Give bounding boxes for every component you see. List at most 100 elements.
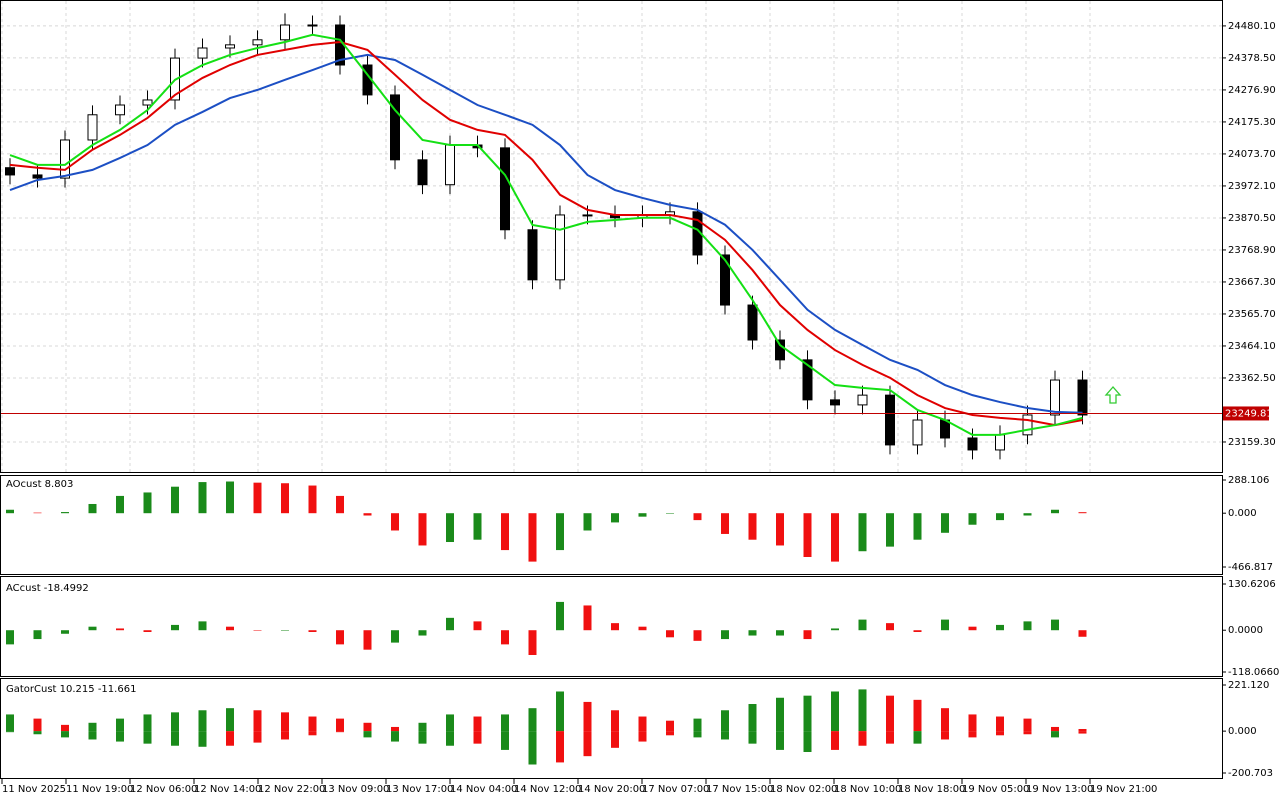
- y-tick-label: 288.106: [1228, 475, 1269, 486]
- gator-bar: [611, 731, 619, 748]
- candle-body: [1050, 379, 1060, 416]
- last-price-box: [1223, 406, 1269, 421]
- histogram-bar: [116, 495, 124, 514]
- histogram-bar: [666, 513, 674, 514]
- y-tick-label: 23464.10: [1228, 341, 1276, 352]
- candle-body: [500, 147, 510, 231]
- gator-bar: [638, 731, 647, 742]
- y-tick-label: 0.0000: [1228, 625, 1263, 636]
- gator-bar: [886, 731, 894, 744]
- y-tick-label: 23565.70: [1228, 309, 1276, 320]
- gator-bar: [418, 731, 427, 744]
- gator-bar: [968, 731, 977, 738]
- histogram-bar: [33, 630, 42, 640]
- gator-bar: [996, 716, 1004, 732]
- histogram-bar: [226, 626, 234, 631]
- histogram-bar: [281, 483, 289, 514]
- gator-bar: [913, 731, 922, 744]
- gator-bar: [363, 722, 372, 732]
- histogram-bar: [336, 630, 344, 645]
- x-tick-label: 14 Nov 20:00: [578, 784, 645, 795]
- x-tick-label: 14 Nov 04:00: [450, 784, 517, 795]
- histogram-bar: [308, 630, 317, 632]
- gator-bar: [116, 731, 124, 742]
- candle-body: [87, 114, 98, 141]
- histogram-bar: [171, 486, 179, 514]
- histogram-bar: [693, 513, 702, 521]
- histogram-bar: [968, 626, 977, 631]
- y-tick-label: 24378.50: [1228, 53, 1276, 64]
- candle-body: [582, 214, 593, 217]
- gator-bar: [473, 731, 482, 744]
- y-tick-label: 23870.50: [1228, 213, 1276, 224]
- histogram-bar: [693, 630, 702, 641]
- x-tick-label: 13 Nov 09:00: [322, 784, 389, 795]
- x-tick-label: 14 Nov 12:00: [514, 784, 581, 795]
- gator-bar: [776, 731, 784, 750]
- moving-average-line: [9, 53, 1083, 414]
- panel-title: ACcust -18.4992: [6, 583, 89, 594]
- histogram-bar: [363, 513, 372, 516]
- gator-bar: [198, 731, 207, 747]
- histogram-bar: [33, 512, 42, 514]
- gator-bar: [1078, 731, 1087, 734]
- histogram-bar: [1051, 619, 1059, 631]
- histogram-bar: [61, 630, 69, 634]
- y-tick-label: 23667.30: [1228, 277, 1276, 288]
- histogram-bar: [968, 513, 977, 525]
- x-tick-label: 19 Nov 13:00: [1026, 784, 1093, 795]
- x-tick-label: 19 Nov 21:00: [1090, 784, 1157, 795]
- y-tick-label: -118.0660: [1228, 667, 1279, 678]
- gator-bar: [446, 714, 454, 732]
- gator-bar: [336, 718, 344, 732]
- histogram-bar: [831, 628, 839, 631]
- gator-bar: [831, 731, 839, 750]
- histogram-bar: [418, 630, 427, 636]
- histogram-bar: [253, 630, 262, 631]
- gator-bar: [61, 724, 69, 732]
- candle-body: [445, 144, 455, 186]
- gator-bar: [748, 731, 757, 744]
- histogram-bar: [638, 626, 647, 631]
- gator-bar: [1051, 731, 1059, 738]
- gator-bar: [556, 691, 564, 732]
- gator-bar: [776, 697, 784, 732]
- candle-body: [555, 214, 565, 281]
- histogram-bar: [1023, 513, 1032, 516]
- gator-bar: [391, 726, 399, 732]
- histogram-bar: [143, 630, 152, 632]
- histogram-bar: [198, 482, 207, 514]
- gator-bar: [1051, 726, 1059, 732]
- histogram-bar: [473, 621, 482, 631]
- gator-bar: [226, 731, 234, 746]
- histogram-bar: [556, 513, 564, 551]
- candle-body: [417, 159, 428, 186]
- y-tick-label: 23159.30: [1228, 437, 1276, 448]
- y-tick-label: 23768.90: [1228, 245, 1276, 256]
- histogram-bar: [501, 513, 509, 551]
- gator-bar: [968, 714, 977, 732]
- gator-bar: [858, 689, 867, 732]
- gator-bar: [281, 712, 289, 732]
- candle-body: [60, 139, 70, 179]
- histogram-bar: [721, 630, 729, 640]
- gator-bar: [33, 718, 42, 732]
- histogram-bar: [501, 630, 509, 645]
- buy-signal-arrow: [1104, 386, 1122, 404]
- gator-bar: [611, 710, 619, 732]
- histogram-bar: [6, 509, 14, 514]
- y-tick-label: 0.000: [1228, 726, 1257, 737]
- x-tick-label: 12 Nov 06:00: [130, 784, 197, 795]
- histogram-bar: [776, 630, 784, 636]
- gator-bar: [198, 710, 207, 732]
- histogram-bar: [803, 513, 812, 557]
- histogram-bar: [941, 513, 949, 533]
- gator-bar: [253, 710, 262, 732]
- histogram-bar: [253, 482, 262, 514]
- histogram-bar: [748, 513, 757, 540]
- histogram-bar: [831, 513, 839, 562]
- x-tick-label: 17 Nov 15:00: [706, 784, 773, 795]
